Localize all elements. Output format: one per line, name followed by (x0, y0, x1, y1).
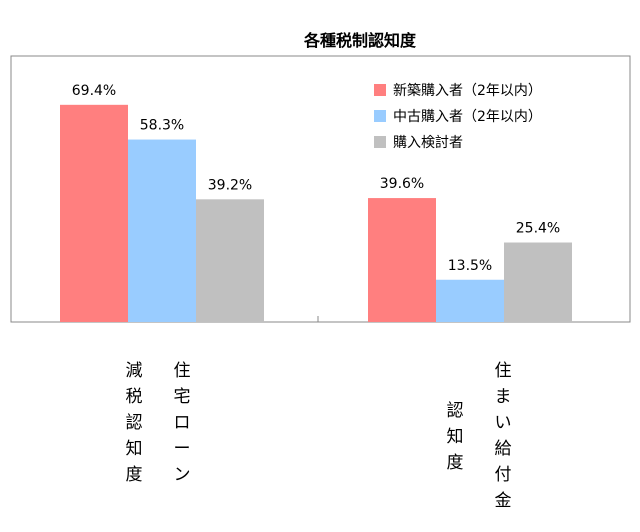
data-labels-group: 69.4% 39.6% 58.3% 13.5% 39.2% 25.4% (72, 83, 560, 274)
category-label: 認知度 (447, 401, 464, 473)
bar-value-label: 39.2% (208, 177, 252, 193)
bar (504, 242, 572, 322)
bar (60, 104, 128, 323)
category-labels: 住宅ローン 減税認知度 住まい給付金 認知度 (126, 361, 512, 511)
legend-label: 新築購入者（2年以内） (393, 83, 542, 99)
chart-title: 各種税制認知度 (303, 31, 417, 50)
bar (196, 199, 264, 322)
bar (368, 198, 436, 322)
bar (128, 139, 196, 322)
bar-value-label: 39.6% (380, 176, 424, 192)
legend-label: 中古購入者（2年以内） (393, 109, 542, 125)
category-label: 減税認知度 (126, 361, 143, 485)
bar (436, 279, 504, 322)
plot-area-frame (10, 55, 631, 323)
bar-value-label: 25.4% (516, 221, 560, 237)
category-label: 住宅ローン (174, 361, 191, 485)
bar-value-label: 69.4% (72, 83, 116, 99)
bar-value-label: 58.3% (140, 118, 184, 134)
legend-swatch (374, 84, 386, 96)
legend: 新築購入者（2年以内） 中古購入者（2年以内） 購入検討者 (374, 83, 542, 151)
bar-value-label: 13.5% (448, 258, 492, 274)
bars-group (60, 104, 572, 323)
legend-label: 購入検討者 (393, 135, 463, 151)
legend-swatch (374, 136, 386, 148)
legend-swatch (374, 110, 386, 122)
category-label: 住まい給付金 (495, 361, 512, 511)
